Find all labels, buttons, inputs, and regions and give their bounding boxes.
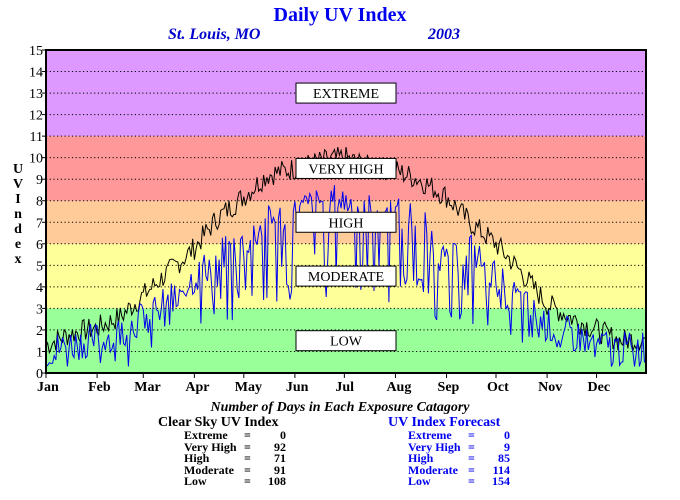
stats-row: Extreme = 0 [184, 428, 286, 442]
band-label: HIGH [329, 216, 364, 231]
y-tick-label: 12 [29, 109, 43, 124]
y-tick-label: 11 [30, 130, 43, 145]
chart-subtitle-year: 2003 [428, 26, 460, 43]
y-tick-label: 14 [29, 66, 43, 81]
y-tick-label: 13 [29, 87, 43, 102]
band-label: MODERATE [308, 270, 384, 285]
y-tick-label: 4 [36, 281, 43, 296]
stats-row: Very High = 92 [184, 439, 286, 454]
stats-row: High = 85 [408, 451, 510, 465]
x-tick-label: Mar [134, 380, 160, 395]
x-tick-label: Nov [538, 380, 562, 395]
band-label: LOW [330, 335, 363, 350]
band-label-box [295, 211, 397, 233]
y-axis-label-letter: d [14, 222, 22, 237]
band-label: EXTREME [313, 87, 379, 102]
forecast-stats-table: Extreme = 0 Very High = 9 High = 85 Moderate = 1… [408, 428, 510, 488]
y-tick-label: 8 [36, 195, 43, 210]
x-tick-label: Sep [438, 380, 460, 395]
y-tick-label: 5 [36, 259, 43, 274]
series-line-forecast [45, 185, 647, 368]
y-axis-label-letter: x [14, 252, 22, 267]
band-label-box [295, 157, 397, 179]
plot-frame [45, 49, 647, 374]
band-label: VERY HIGH [308, 162, 383, 177]
y-axis-label-letter: U [12, 162, 24, 177]
band-label-box [295, 82, 397, 104]
days-heading: Number of Days in Each Exposure Catagory [210, 400, 470, 415]
band-label-box [295, 330, 397, 352]
x-tick-label: May [235, 380, 262, 395]
chart-title: Daily UV Index [273, 4, 407, 26]
x-tick-label: Apr [185, 380, 209, 395]
x-tick-label: Jan [37, 380, 59, 395]
band-label-box [295, 265, 397, 287]
stats-row: Extreme = 0 [408, 428, 510, 442]
chart-subtitle-location: St. Louis, MO [168, 26, 261, 43]
y-axis-label-letter: V [12, 177, 24, 192]
y-tick-label: 0 [36, 367, 43, 382]
x-tick-label: Aug [386, 380, 411, 395]
y-tick-label: 10 [29, 152, 43, 167]
y-tick-label: 7 [36, 216, 43, 231]
series-line-clear-sky [45, 147, 646, 355]
y-axis-label-letter: e [14, 237, 22, 252]
clear-sky-stats-title: Clear Sky UV Index [158, 415, 279, 430]
x-tick-label: Jun [286, 380, 309, 395]
y-axis-label-letter: n [14, 207, 22, 222]
stats-row: Very High = 9 [408, 439, 510, 454]
clear-sky-stats-table: Extreme = 0 Very High = 92 High = 71 Moderate =… [184, 428, 286, 488]
stats-row: Low = 154 [408, 474, 510, 488]
forecast-stats-title: UV Index Forecast [388, 415, 501, 430]
stats-row: Low = 108 [184, 474, 286, 488]
x-tick-label: Oct [487, 380, 509, 395]
y-tick-label: 1 [36, 345, 43, 360]
x-tick-label: Dec [588, 380, 611, 395]
y-tick-label: 9 [36, 173, 43, 188]
x-tick-label: Jul [335, 380, 354, 395]
y-tick-label: 2 [36, 324, 43, 339]
y-axis-label-letter: I [15, 192, 21, 207]
y-tick-label: 15 [29, 44, 43, 59]
x-tick-label: Feb [88, 380, 111, 395]
stats-row: High = 71 [184, 451, 286, 465]
stats-row: Moderate = 114 [408, 462, 510, 477]
y-tick-label: 6 [36, 238, 43, 253]
y-tick-label: 3 [36, 302, 43, 317]
stats-row: Moderate = 91 [184, 462, 286, 477]
